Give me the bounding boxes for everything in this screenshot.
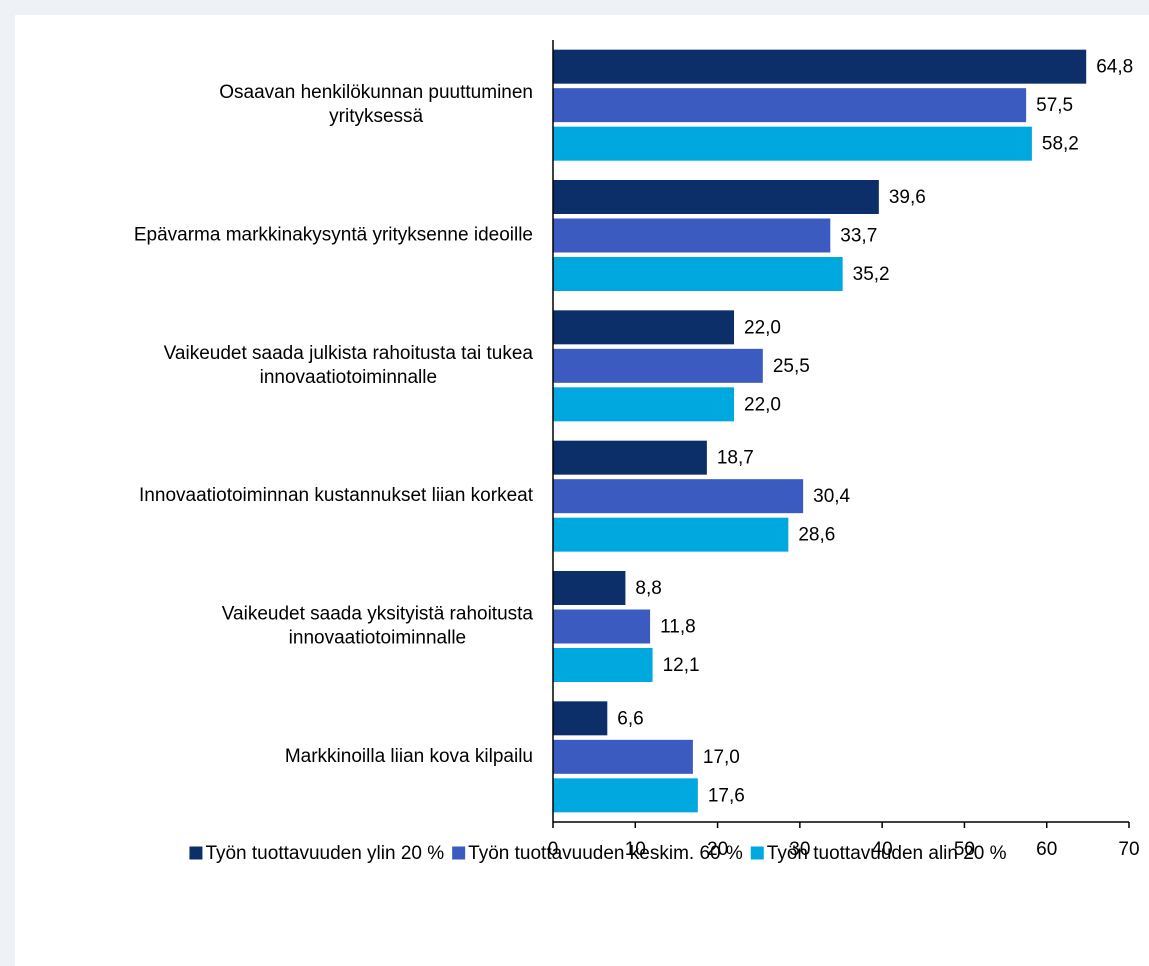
legend-item: Työn tuottavuuden keskim. 60 % [452, 843, 743, 864]
value-label: 58,2 [1042, 134, 1079, 155]
bar [553, 440, 707, 475]
bar [553, 571, 626, 605]
value-label: 11,8 [660, 617, 696, 638]
bar [553, 126, 1032, 161]
value-label: 6,6 [617, 708, 643, 729]
value-label: 57,5 [1036, 95, 1073, 116]
bar [553, 387, 735, 422]
bar [553, 739, 693, 774]
bar [553, 88, 1027, 123]
x-tick-label: 70 [1118, 839, 1139, 860]
bar [553, 648, 653, 682]
x-tick-label: 50 [954, 839, 975, 860]
legend-label: Työn tuottavuuden keskim. 60 % [468, 843, 743, 864]
value-label: 33,7 [840, 226, 877, 247]
legend-swatch [189, 846, 203, 860]
bar [553, 778, 698, 813]
value-label: 39,6 [889, 187, 926, 208]
legend-item: Työn tuottavuuden alin 20 % [750, 843, 1007, 864]
x-tick-label: 20 [707, 839, 728, 860]
bar [553, 180, 879, 214]
legend-label: Työn tuottavuuden ylin 20 % [205, 843, 444, 864]
value-label: 12,1 [663, 655, 700, 676]
bar [553, 348, 763, 383]
x-tick-label: 10 [625, 839, 646, 860]
bar [553, 701, 608, 736]
y-tick-label: innovaatiotoiminnalle [289, 628, 466, 649]
bar [553, 257, 843, 291]
legend-swatch [452, 846, 466, 860]
y-tick-label: Vaikeudet saada julkista rahoitusta tai … [164, 343, 534, 364]
bar [553, 609, 651, 644]
bar [553, 49, 1087, 84]
y-tick-label: yrityksessä [329, 106, 423, 127]
y-tick-label: innovaatiotoiminnalle [260, 367, 437, 388]
value-label: 30,4 [813, 486, 850, 507]
bar [553, 310, 735, 345]
bar [553, 218, 831, 253]
value-label: 8,8 [635, 578, 661, 599]
y-tick-label: Innovaatiotoiminnan kustannukset liian k… [139, 485, 534, 506]
value-label: 22,0 [744, 394, 781, 415]
value-label: 25,5 [773, 356, 810, 377]
x-tick-label: 60 [1036, 839, 1057, 860]
x-tick-label: 0 [548, 839, 559, 860]
value-label: 22,0 [744, 317, 781, 338]
y-tick-label: Epävarma markkinakysyntä yrityksenne ide… [134, 225, 533, 246]
y-tick-label: Markkinoilla liian kova kilpailu [285, 746, 533, 767]
x-tick-label: 30 [789, 839, 810, 860]
value-label: 28,6 [798, 525, 835, 546]
value-label: 64,8 [1096, 57, 1133, 78]
legend-item: Työn tuottavuuden ylin 20 % [189, 843, 444, 864]
legend-label: Työn tuottavuuden alin 20 % [767, 843, 1007, 864]
bar [553, 517, 789, 552]
value-label: 17,0 [703, 747, 740, 768]
value-label: 35,2 [853, 264, 890, 285]
x-tick-label: 40 [872, 839, 893, 860]
y-tick-label: Vaikeudet saada yksityistä rahoitusta [222, 604, 534, 625]
legend-swatch [750, 846, 764, 860]
value-label: 18,7 [717, 448, 754, 469]
y-tick-label: Osaavan henkilökunnan puuttuminen [219, 82, 533, 103]
bar [553, 479, 804, 514]
value-label: 17,6 [708, 785, 745, 806]
